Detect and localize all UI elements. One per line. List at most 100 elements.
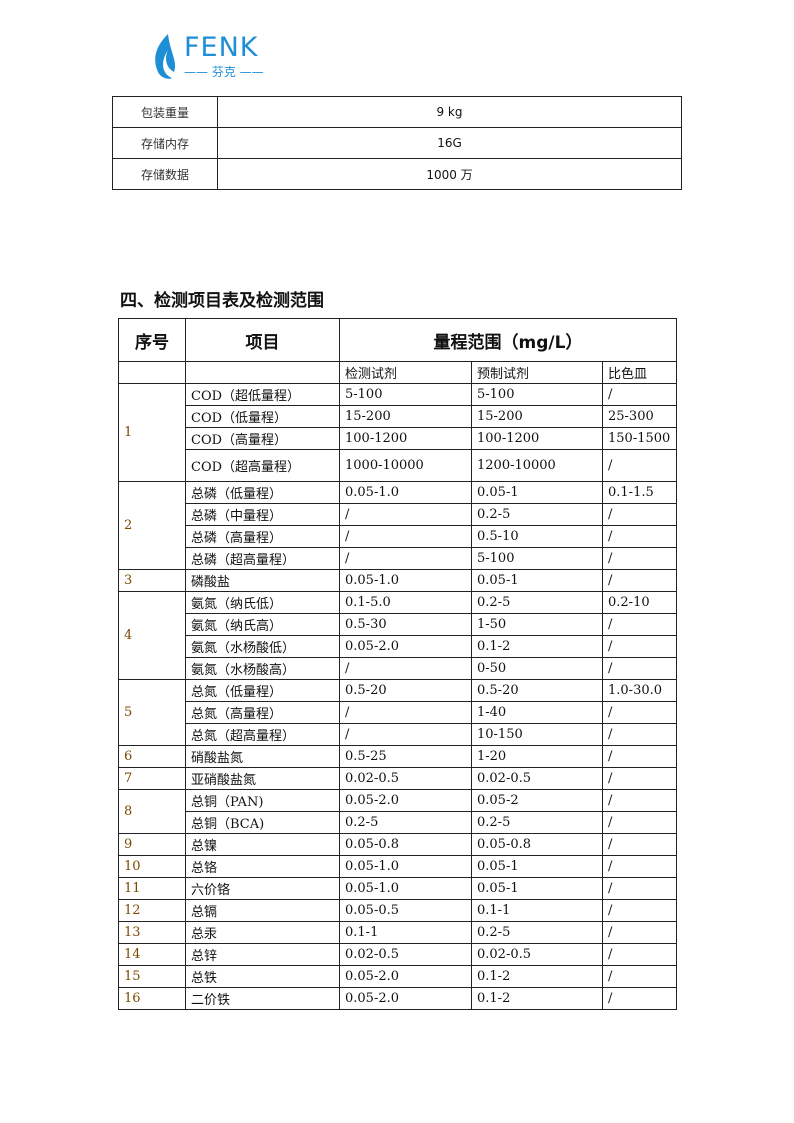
- row-number: 15: [118, 965, 186, 988]
- table-row: 总磷（中量程）/0.2-5/: [119, 503, 677, 526]
- cuvette-range: /: [602, 833, 677, 856]
- empty-cell: [185, 361, 340, 384]
- test-reagent-range: 0.1-1: [339, 921, 472, 944]
- spec-row: 包装重量 9 kg: [112, 96, 682, 128]
- cuvette-range: /: [602, 701, 677, 724]
- premade-reagent-range: 0.02-0.5: [471, 943, 603, 966]
- premade-reagent-range: 0-50: [471, 657, 603, 680]
- cuvette-range: /: [602, 745, 677, 768]
- spec-value: 1000 万: [217, 158, 682, 190]
- item-name: 总汞: [185, 921, 340, 944]
- cuvette-range: /: [602, 987, 677, 1010]
- item-name: COD（低量程）: [185, 405, 340, 428]
- item-name: 总镍: [185, 833, 340, 856]
- row-number: 5: [118, 679, 186, 746]
- table-row: 3 磷酸盐 0.05-1.0 0.05-1/: [118, 569, 677, 592]
- item-name: 氨氮（纳氏低）: [185, 591, 340, 614]
- spec-row: 存储数据 1000 万: [112, 158, 682, 190]
- cuvette-range: /: [602, 635, 677, 658]
- test-reagent-range: 0.05-1.0: [339, 877, 472, 900]
- table-row: 总氮（高量程）/1-40/: [119, 701, 677, 724]
- item-name: COD（高量程）: [185, 427, 340, 450]
- item-name: 总磷（中量程）: [185, 503, 340, 526]
- row-number: 6: [118, 745, 186, 768]
- header-no: 序号: [118, 318, 186, 362]
- spec-table: 包装重量 9 kg 存储内存 16G 存储数据 1000 万: [112, 96, 682, 190]
- test-reagent-range: 0.05-1.0: [339, 481, 472, 504]
- row-number: 3: [118, 569, 186, 592]
- row-number: 13: [118, 921, 186, 944]
- test-reagent-range: /: [339, 547, 472, 570]
- premade-reagent-range: 0.05-1: [471, 569, 603, 592]
- test-reagent-range: 0.1-5.0: [339, 591, 472, 614]
- cuvette-range: 0.2-10: [602, 591, 677, 614]
- premade-reagent-range: 0.05-1: [471, 877, 603, 900]
- row-number: 12: [118, 899, 186, 922]
- premade-reagent-range: 1200-10000: [471, 449, 603, 482]
- cuvette-range: /: [602, 383, 677, 406]
- table-row: 10 总铬 0.05-1.0 0.05-1/: [118, 855, 677, 878]
- row-number: 8: [118, 789, 186, 834]
- premade-reagent-range: 15-200: [471, 405, 603, 428]
- premade-reagent-range: 0.5-10: [471, 525, 603, 548]
- item-name: 硝酸盐氮: [185, 745, 340, 768]
- row-number: 7: [118, 767, 186, 790]
- premade-reagent-range: 0.1-1: [471, 899, 603, 922]
- test-reagent-range: 100-1200: [339, 427, 472, 450]
- cuvette-range: 25-300: [602, 405, 677, 428]
- cuvette-range: /: [602, 503, 677, 526]
- item-name: COD（超高量程）: [185, 449, 340, 482]
- table-row: 15 总铁 0.05-2.0 0.1-2/: [118, 965, 677, 988]
- cuvette-range: /: [602, 855, 677, 878]
- premade-reagent-range: 0.05-1: [471, 481, 603, 504]
- test-reagent-range: 0.05-2.0: [339, 635, 472, 658]
- premade-reagent-range: 0.2-5: [471, 591, 603, 614]
- test-reagent-range: 0.5-20: [339, 679, 472, 702]
- premade-reagent-range: 0.05-2: [471, 789, 603, 812]
- item-name: 氨氮（纳氏高）: [185, 613, 340, 636]
- header-item: 项目: [185, 318, 340, 362]
- table-row: 氨氮（水杨酸低） 0.05-2.0 0.1-2/: [119, 635, 677, 658]
- row-number: 10: [118, 855, 186, 878]
- item-name: 总铜（PAN): [185, 789, 340, 812]
- spec-label: 存储数据: [112, 158, 218, 190]
- premade-reagent-range: 0.1-2: [471, 987, 603, 1010]
- test-reagent-range: 0.02-0.5: [339, 943, 472, 966]
- section-title: 四、检测项目表及检测范围: [120, 291, 324, 311]
- cuvette-range: /: [602, 767, 677, 790]
- spec-value: 9 kg: [217, 96, 682, 128]
- spec-value: 16G: [217, 127, 682, 159]
- premade-reagent-range: 0.05-0.8: [471, 833, 603, 856]
- item-name: 总铁: [185, 965, 340, 988]
- table-row: COD（高量程） 100-1200 100-1200 150-1500: [119, 427, 677, 450]
- item-name: 氨氮（水杨酸低）: [185, 635, 340, 658]
- test-reagent-range: /: [339, 701, 472, 724]
- row-number: 1: [118, 383, 186, 482]
- cuvette-range: /: [602, 525, 677, 548]
- premade-reagent-range: 0.2-5: [471, 921, 603, 944]
- item-name: 磷酸盐: [185, 569, 340, 592]
- premade-reagent-range: 0.1-2: [471, 635, 603, 658]
- row-number: 2: [118, 481, 186, 570]
- cuvette-range: /: [602, 877, 677, 900]
- test-reagent-range: 0.05-1.0: [339, 569, 472, 592]
- spec-label: 存储内存: [112, 127, 218, 159]
- spec-row: 存储内存 16G: [112, 127, 682, 159]
- table-row: 4 氨氮（纳氏低） 0.1-5.0 0.2-5 0.2-10: [118, 591, 677, 680]
- table-row: 2 总磷（低量程） 0.05-1.0 0.05-1 0.1-1.5: [118, 481, 677, 570]
- premade-reagent-range: 1-50: [471, 613, 603, 636]
- test-reagent-range: 0.05-2.0: [339, 965, 472, 988]
- row-number: 9: [118, 833, 186, 856]
- item-name: 总锌: [185, 943, 340, 966]
- item-name: 总磷（超高量程）: [185, 547, 340, 570]
- table-row: 总氮（超高量程）/10-150/: [119, 723, 677, 746]
- cuvette-range: 1.0-30.0: [602, 679, 677, 702]
- table-row: 14 总锌 0.02-0.5 0.02-0.5/: [118, 943, 677, 966]
- item-name: 六价铬: [185, 877, 340, 900]
- item-name: 总镉: [185, 899, 340, 922]
- table-row: 8 总铜（PAN) 0.05-2.0 0.05-2/: [118, 789, 677, 834]
- subheader-premade-reagent: 预制试剂: [471, 361, 603, 384]
- row-number: 4: [118, 591, 186, 680]
- premade-reagent-range: 0.2-5: [471, 503, 603, 526]
- spec-label: 包装重量: [112, 96, 218, 128]
